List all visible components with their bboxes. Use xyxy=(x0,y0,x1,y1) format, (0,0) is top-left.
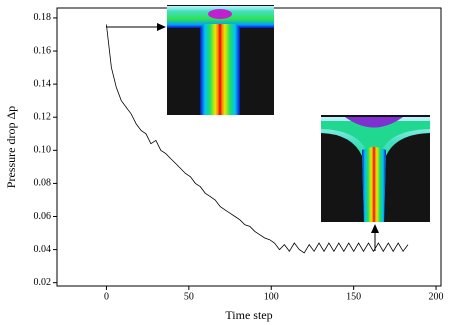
x-axis-label: Time step xyxy=(225,308,272,322)
y-tick-label: 0.10 xyxy=(34,145,52,156)
inset-late xyxy=(321,115,430,222)
y-tick-label: 0.16 xyxy=(34,45,52,56)
x-tick-label: 0 xyxy=(104,291,109,302)
y-tick-label: 0.12 xyxy=(34,112,52,123)
annotation-arrows xyxy=(106,23,379,251)
x-tick-label: 200 xyxy=(429,291,444,302)
data-line xyxy=(106,24,409,254)
inset-early xyxy=(167,5,274,115)
y-tick-label: 0.02 xyxy=(34,277,52,288)
x-tick-label: 150 xyxy=(346,291,361,302)
y-tick-label: 0.06 xyxy=(34,211,52,222)
y-tick-label: 0.04 xyxy=(34,244,52,255)
x-tick-label: 50 xyxy=(184,291,194,302)
y-tick-label: 0.14 xyxy=(34,78,52,89)
y-axis-label: Pressure drop Δp xyxy=(4,106,18,188)
x-tick-label: 100 xyxy=(264,291,279,302)
y-tick-label: 0.08 xyxy=(34,178,52,189)
y-tick-label: 0.18 xyxy=(34,12,52,23)
